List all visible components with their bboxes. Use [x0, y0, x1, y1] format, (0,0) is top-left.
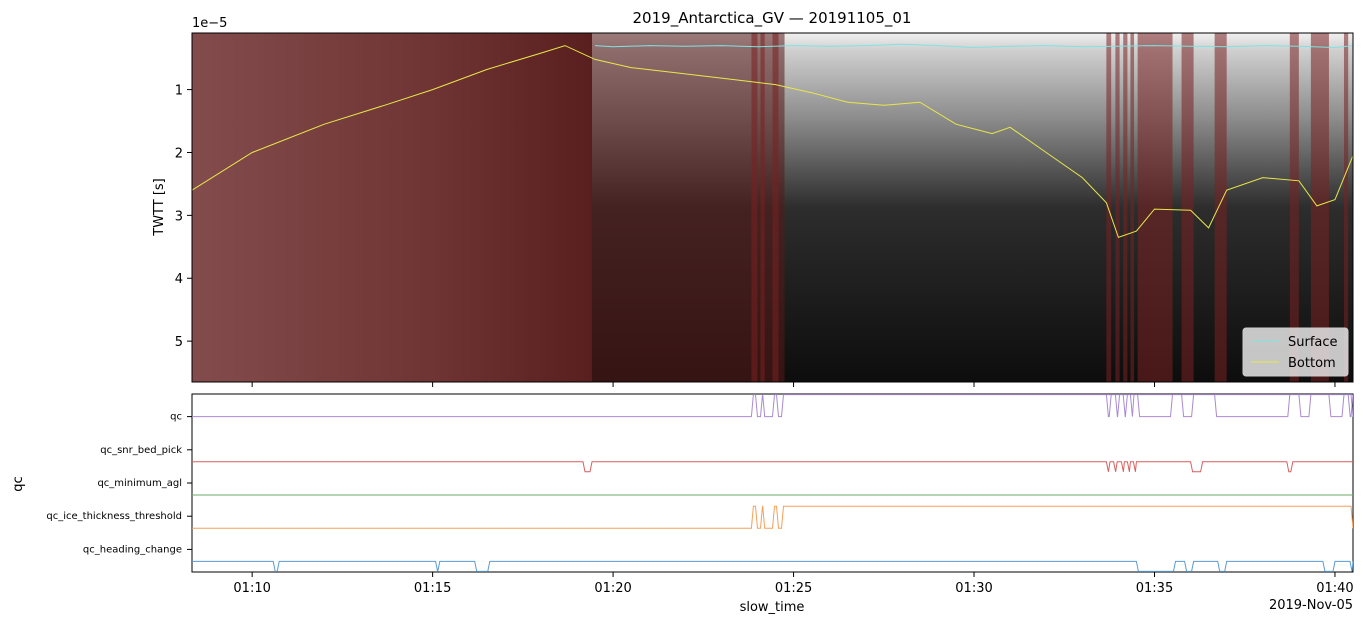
qc-series-line: [192, 394, 1353, 418]
legend-surface-label: Surface: [1288, 335, 1338, 350]
qc-category-label: qc_minimum_agl: [97, 478, 182, 489]
qc-series-drop: [1298, 394, 1312, 418]
x-tick-label: 01:25: [775, 581, 812, 596]
qc-series-drop: [1114, 394, 1121, 418]
x-tick-label: 01:40: [1316, 581, 1353, 596]
qc-series-drop: [1214, 394, 1291, 418]
x-tick-label: 01:30: [955, 581, 992, 596]
flagged-band: [772, 33, 779, 382]
qc-series-drop: [1105, 394, 1112, 418]
qc-series-drop: [1181, 394, 1195, 418]
flagged-band: [1343, 33, 1349, 382]
flagged-band: [1123, 33, 1128, 382]
radargram-panel: [192, 33, 1353, 382]
flagged-region: [192, 33, 785, 382]
qc-category-label: qc_heading_change: [83, 544, 182, 555]
qc-series-drop: [1129, 394, 1135, 417]
qc-category-label: qc_ice_thickness_threshold: [46, 511, 182, 522]
legend-box: [1242, 327, 1349, 377]
qc-category-label: qc_snr_bed_pick: [100, 445, 182, 456]
y-tick-label: 1: [175, 84, 183, 99]
flagged-band: [1289, 33, 1299, 382]
qc-series-drop: [1328, 394, 1345, 418]
y-tick-label: 5: [175, 335, 183, 350]
x-tick-label: 01:20: [594, 581, 631, 596]
x-axis-label: slow_time: [740, 600, 805, 615]
qc-series-drop: [1347, 394, 1353, 418]
radargram-frame: [191, 32, 1354, 383]
y-scale-label: 1e−5: [192, 16, 227, 31]
radargram-y-axis: 1 2 3 4 5: [175, 84, 192, 350]
chart-title: 2019_Antarctica_GV — 20191105_01: [633, 9, 912, 28]
surface-trace: [594, 43, 1353, 49]
qc-y-label: qc: [11, 476, 26, 491]
qc-panel-frame: [191, 393, 1354, 573]
x-axis: 01:10 01:15 01:20 01:25 01:30 01:35 01:40: [233, 382, 1354, 596]
x-tick-label: 01:10: [233, 581, 270, 596]
flagged-band: [751, 33, 758, 382]
horizon-traces: [192, 43, 1353, 239]
x-tick-label: 01:35: [1136, 581, 1173, 596]
flagged-band: [1106, 33, 1112, 382]
radargram-y-label: TWTT [s]: [152, 178, 167, 237]
legend-bottom-label: Bottom: [1288, 356, 1336, 371]
y-tick-label: 3: [175, 209, 183, 224]
flagged-band: [1130, 33, 1135, 382]
y-tick-label: 4: [175, 272, 183, 287]
qc-series-line: [192, 560, 1353, 572]
x-offset-label: 2019-Nov-05: [1269, 598, 1353, 613]
bottom-trace: [192, 45, 1353, 239]
flagged-overlay-layer: [192, 33, 1349, 382]
qc-series-line: [192, 505, 1353, 529]
legend: Surface Bottom: [1242, 327, 1349, 377]
flagged-band: [1181, 33, 1194, 382]
qc-series-drop: [1122, 394, 1128, 418]
y-tick-label: 2: [175, 146, 183, 161]
flagged-band: [1214, 33, 1227, 382]
flagged-band: [1115, 33, 1120, 382]
flagged-band: [1137, 33, 1173, 382]
qc-category-label: qc: [170, 412, 182, 423]
qc-series-drop: [1137, 394, 1173, 418]
x-tick-label: 01:15: [414, 581, 451, 596]
flagged-band: [760, 33, 765, 382]
flagged-band: [1310, 33, 1329, 382]
qc-y-axis: qc qc_snr_bed_pick qc_minimum_agl qc_ice_th…: [46, 412, 192, 555]
qc-series-line: [192, 461, 1353, 473]
qc-flag-lines: [192, 394, 1353, 572]
